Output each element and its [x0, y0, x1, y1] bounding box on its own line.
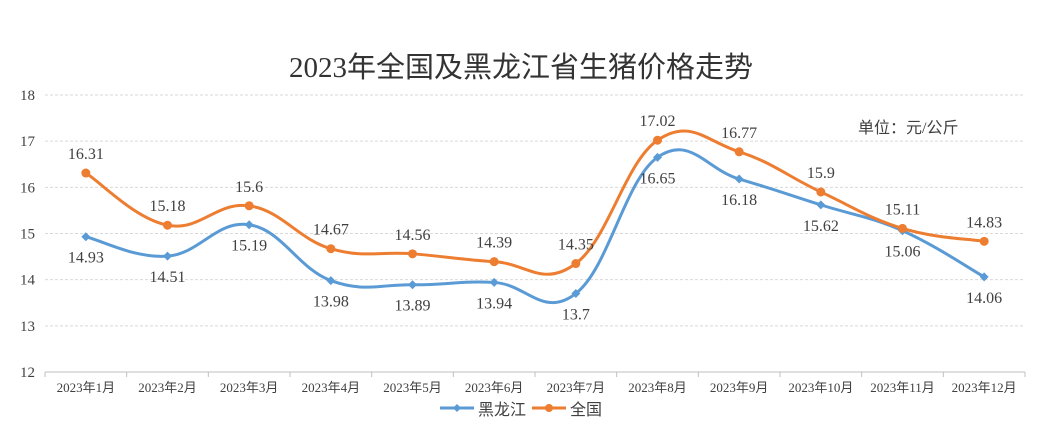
- x-tick-label: 2023年11月: [870, 380, 935, 395]
- data-point: [979, 272, 989, 282]
- legend-item-national: 全国: [532, 396, 602, 420]
- data-label: 14.39: [476, 235, 512, 252]
- data-point: [898, 223, 907, 233]
- data-point: [734, 174, 744, 184]
- legend-item-heilongjiang: 黑龙江: [439, 396, 526, 420]
- data-label: 13.98: [313, 294, 349, 311]
- data-point: [408, 249, 417, 259]
- legend-marker-heilongjiang: [439, 404, 474, 412]
- series-line-1: [85, 129, 985, 276]
- data-label: 16.31: [68, 146, 104, 163]
- x-tick-label: 2023年12月: [952, 380, 1017, 395]
- legend-label: 全国: [570, 402, 603, 419]
- data-point: [816, 200, 826, 210]
- data-label: 16.18: [721, 192, 757, 209]
- data-point: [816, 187, 826, 197]
- data-label: 14.51: [150, 269, 186, 286]
- y-tick-label: 16: [20, 180, 36, 196]
- y-tick-label: 18: [20, 88, 35, 104]
- x-tick-label: 2023年1月: [57, 380, 116, 395]
- x-tick-label: 2023年3月: [220, 380, 279, 395]
- y-tick-label: 13: [20, 319, 35, 335]
- data-label: 15.9: [807, 165, 835, 182]
- data-point: [81, 232, 91, 242]
- legend-label: 黑龙江: [477, 402, 526, 419]
- x-tick-label: 2023年7月: [547, 380, 606, 395]
- x-tick-label: 2023年5月: [383, 380, 442, 395]
- data-label: 16.65: [640, 170, 676, 187]
- data-label: 14.83: [966, 214, 1002, 231]
- data-label: 13.89: [395, 298, 431, 315]
- data-point: [163, 220, 172, 230]
- data-label: 15.6: [235, 179, 263, 196]
- data-label: 15.18: [150, 198, 186, 215]
- data-point: [653, 152, 662, 162]
- y-tick-label: 12: [20, 365, 35, 381]
- data-point: [326, 276, 336, 286]
- data-label: 14.93: [68, 250, 104, 267]
- data-point: [489, 257, 499, 267]
- x-tick-label: 2023年8月: [628, 380, 687, 395]
- x-tick-label: 2023年6月: [465, 380, 524, 395]
- data-point: [81, 168, 91, 178]
- y-tick-label: 15: [20, 227, 35, 243]
- data-label: 16.77: [721, 125, 757, 142]
- data-label: 13.7: [562, 307, 590, 324]
- data-point: [489, 277, 499, 287]
- data-label: 14.06: [966, 290, 1002, 307]
- data-label: 17.02: [640, 113, 676, 130]
- data-label: 14.35: [558, 237, 594, 254]
- legend-marker-national: [532, 404, 566, 412]
- x-tick-label: 2023年2月: [138, 380, 197, 395]
- x-tick-label: 2023年10月: [788, 380, 853, 395]
- data-point: [244, 201, 254, 211]
- data-label: 15.11: [885, 201, 920, 218]
- unit-annotation: 单位：元/公斤: [858, 120, 959, 137]
- data-label: 15.06: [885, 244, 921, 261]
- data-point: [244, 220, 254, 230]
- data-label: 14.56: [395, 227, 431, 244]
- data-label: 15.62: [803, 218, 839, 235]
- data-point: [653, 135, 662, 145]
- data-point: [163, 251, 172, 261]
- y-tick-label: 17: [20, 134, 36, 150]
- data-label: 15.19: [231, 238, 267, 255]
- legend: 黑龙江 全国: [0, 396, 1042, 420]
- data-point: [571, 259, 581, 269]
- data-point: [979, 236, 989, 246]
- data-label: 14.67: [313, 222, 349, 239]
- data-label: 13.94: [476, 295, 512, 312]
- data-point: [408, 280, 417, 290]
- y-tick-label: 14: [20, 273, 36, 289]
- x-tick-label: 2023年9月: [710, 380, 769, 395]
- x-tick-label: 2023年4月: [302, 380, 361, 395]
- data-point: [734, 147, 744, 157]
- data-point: [326, 244, 336, 254]
- data-point: [571, 289, 581, 299]
- chart-title: 2023年全国及黑龙江省生猪价格走势: [288, 52, 753, 84]
